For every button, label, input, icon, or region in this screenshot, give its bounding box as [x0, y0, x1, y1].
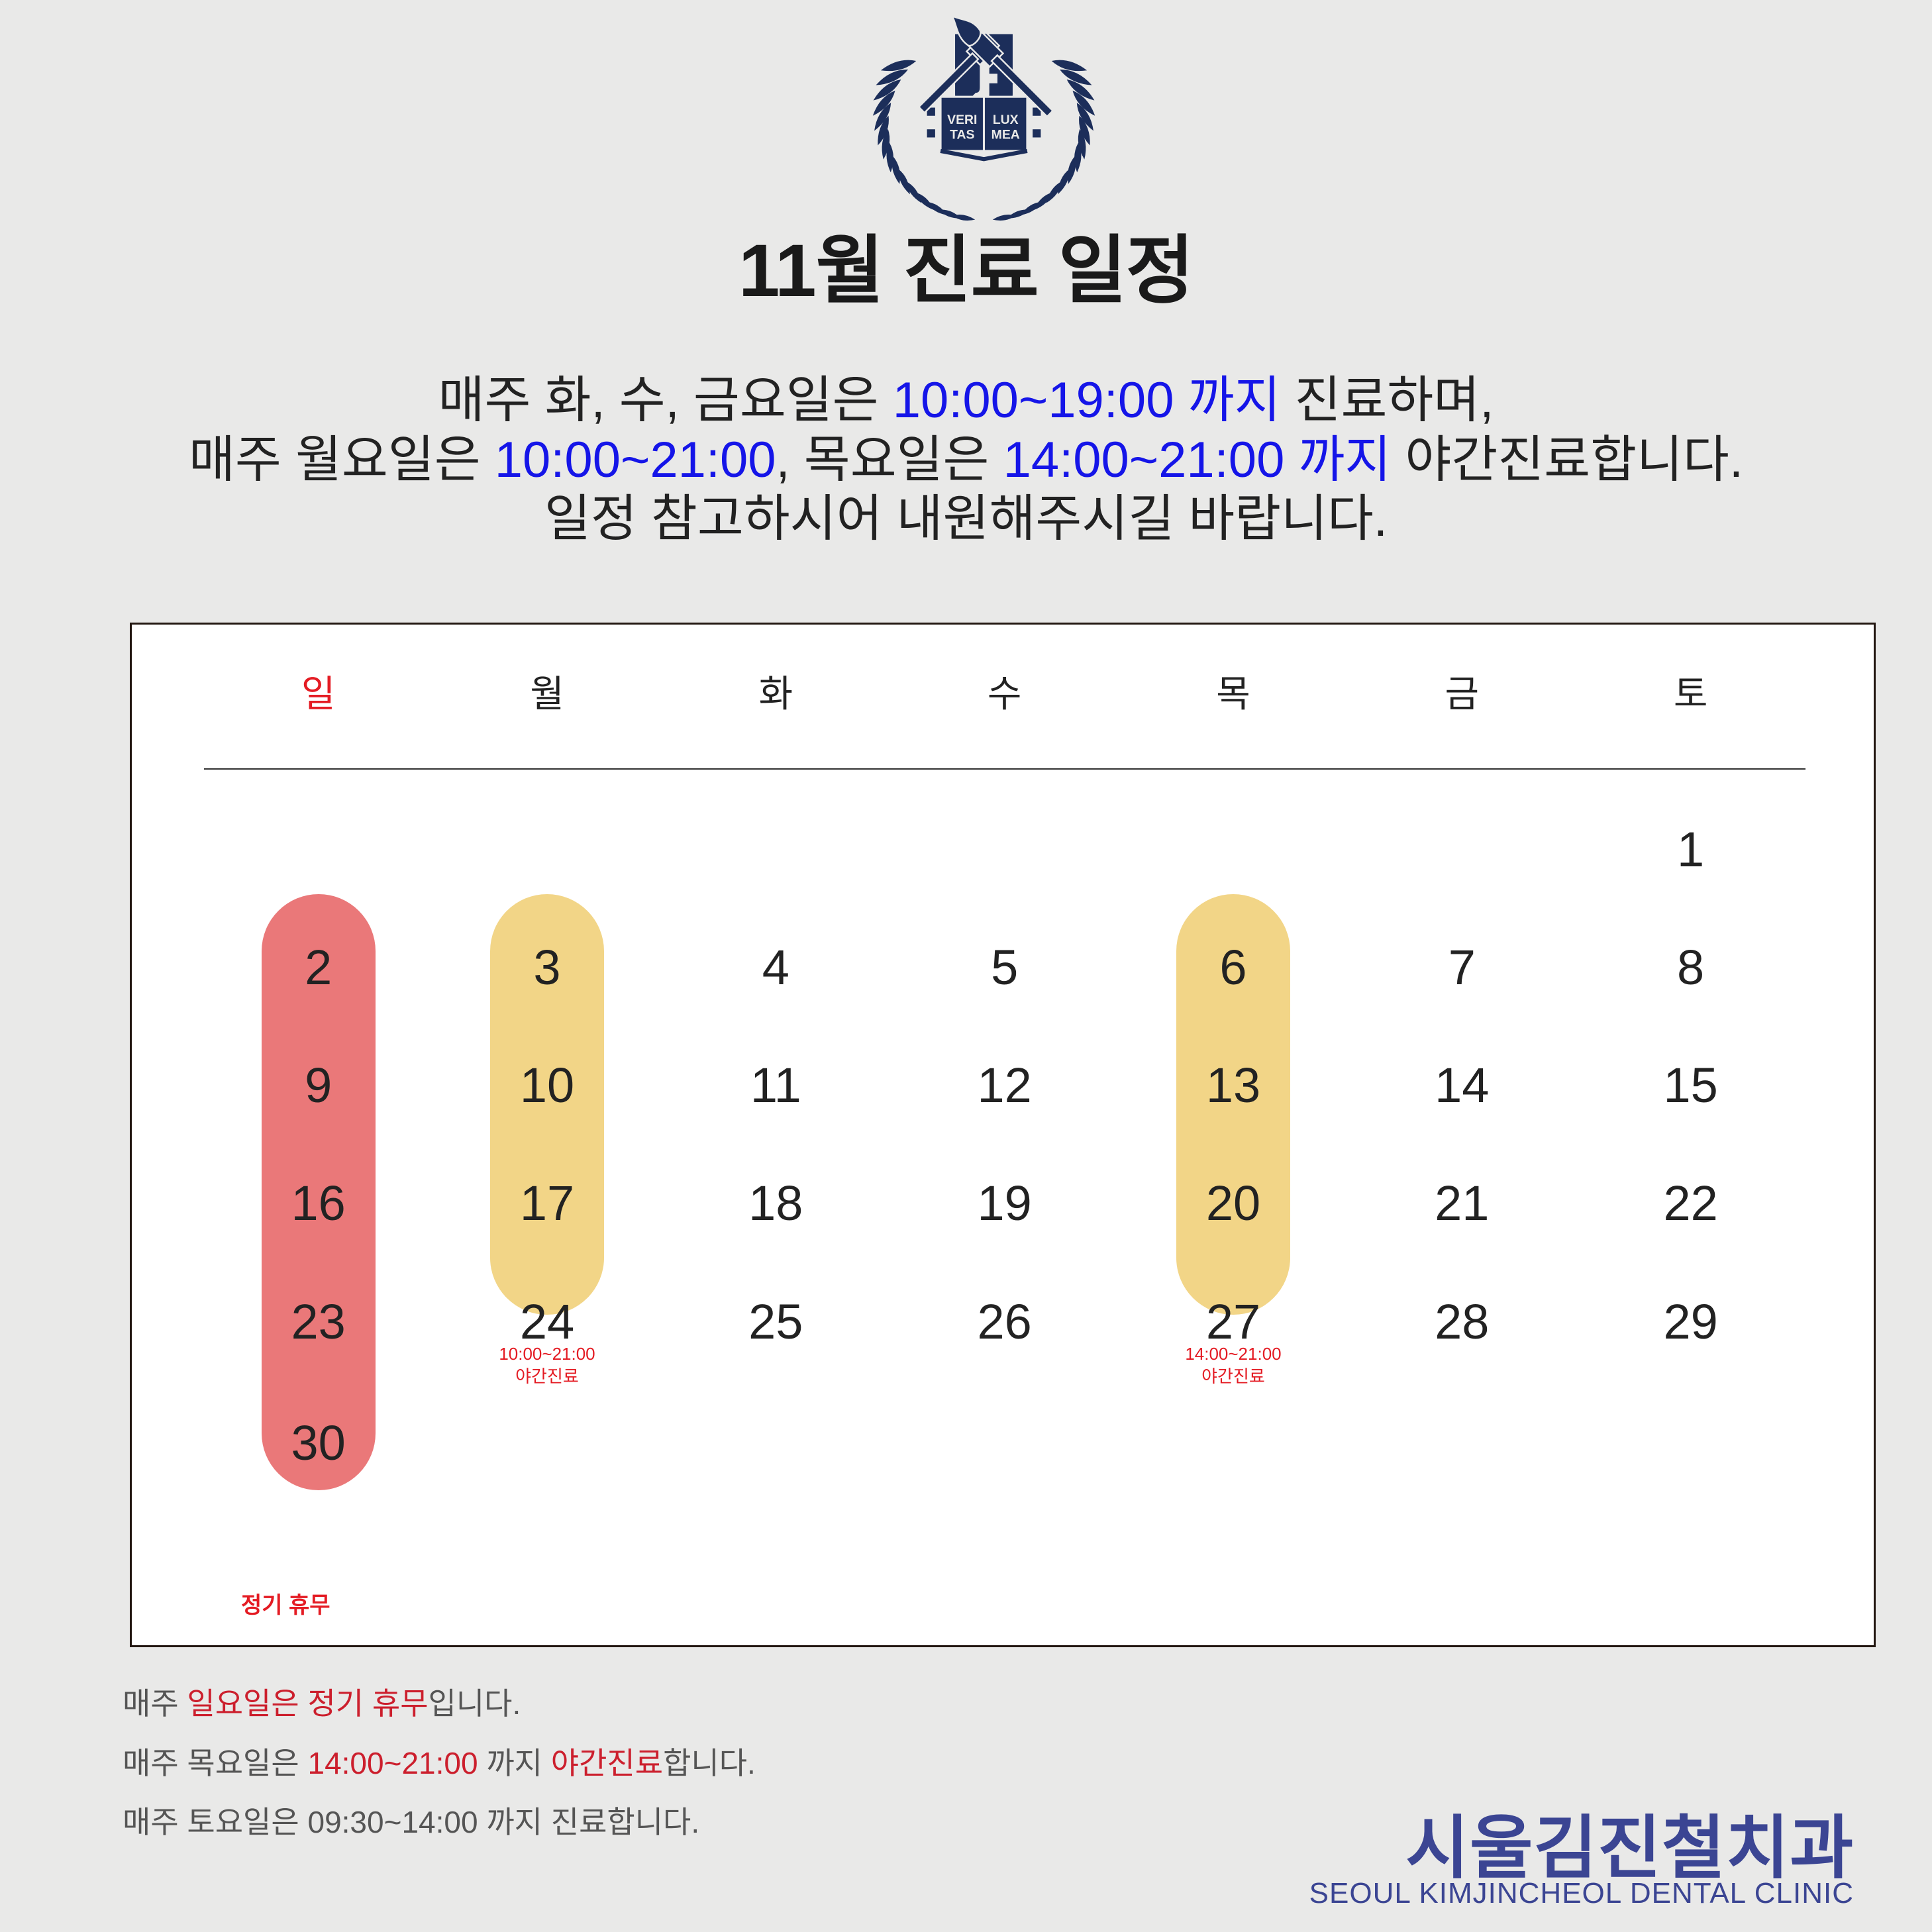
svg-text:MEA: MEA — [991, 128, 1020, 142]
svg-text:VERI: VERI — [947, 113, 977, 127]
svg-text:TAS: TAS — [950, 128, 974, 142]
svg-text:LUX: LUX — [993, 113, 1019, 127]
